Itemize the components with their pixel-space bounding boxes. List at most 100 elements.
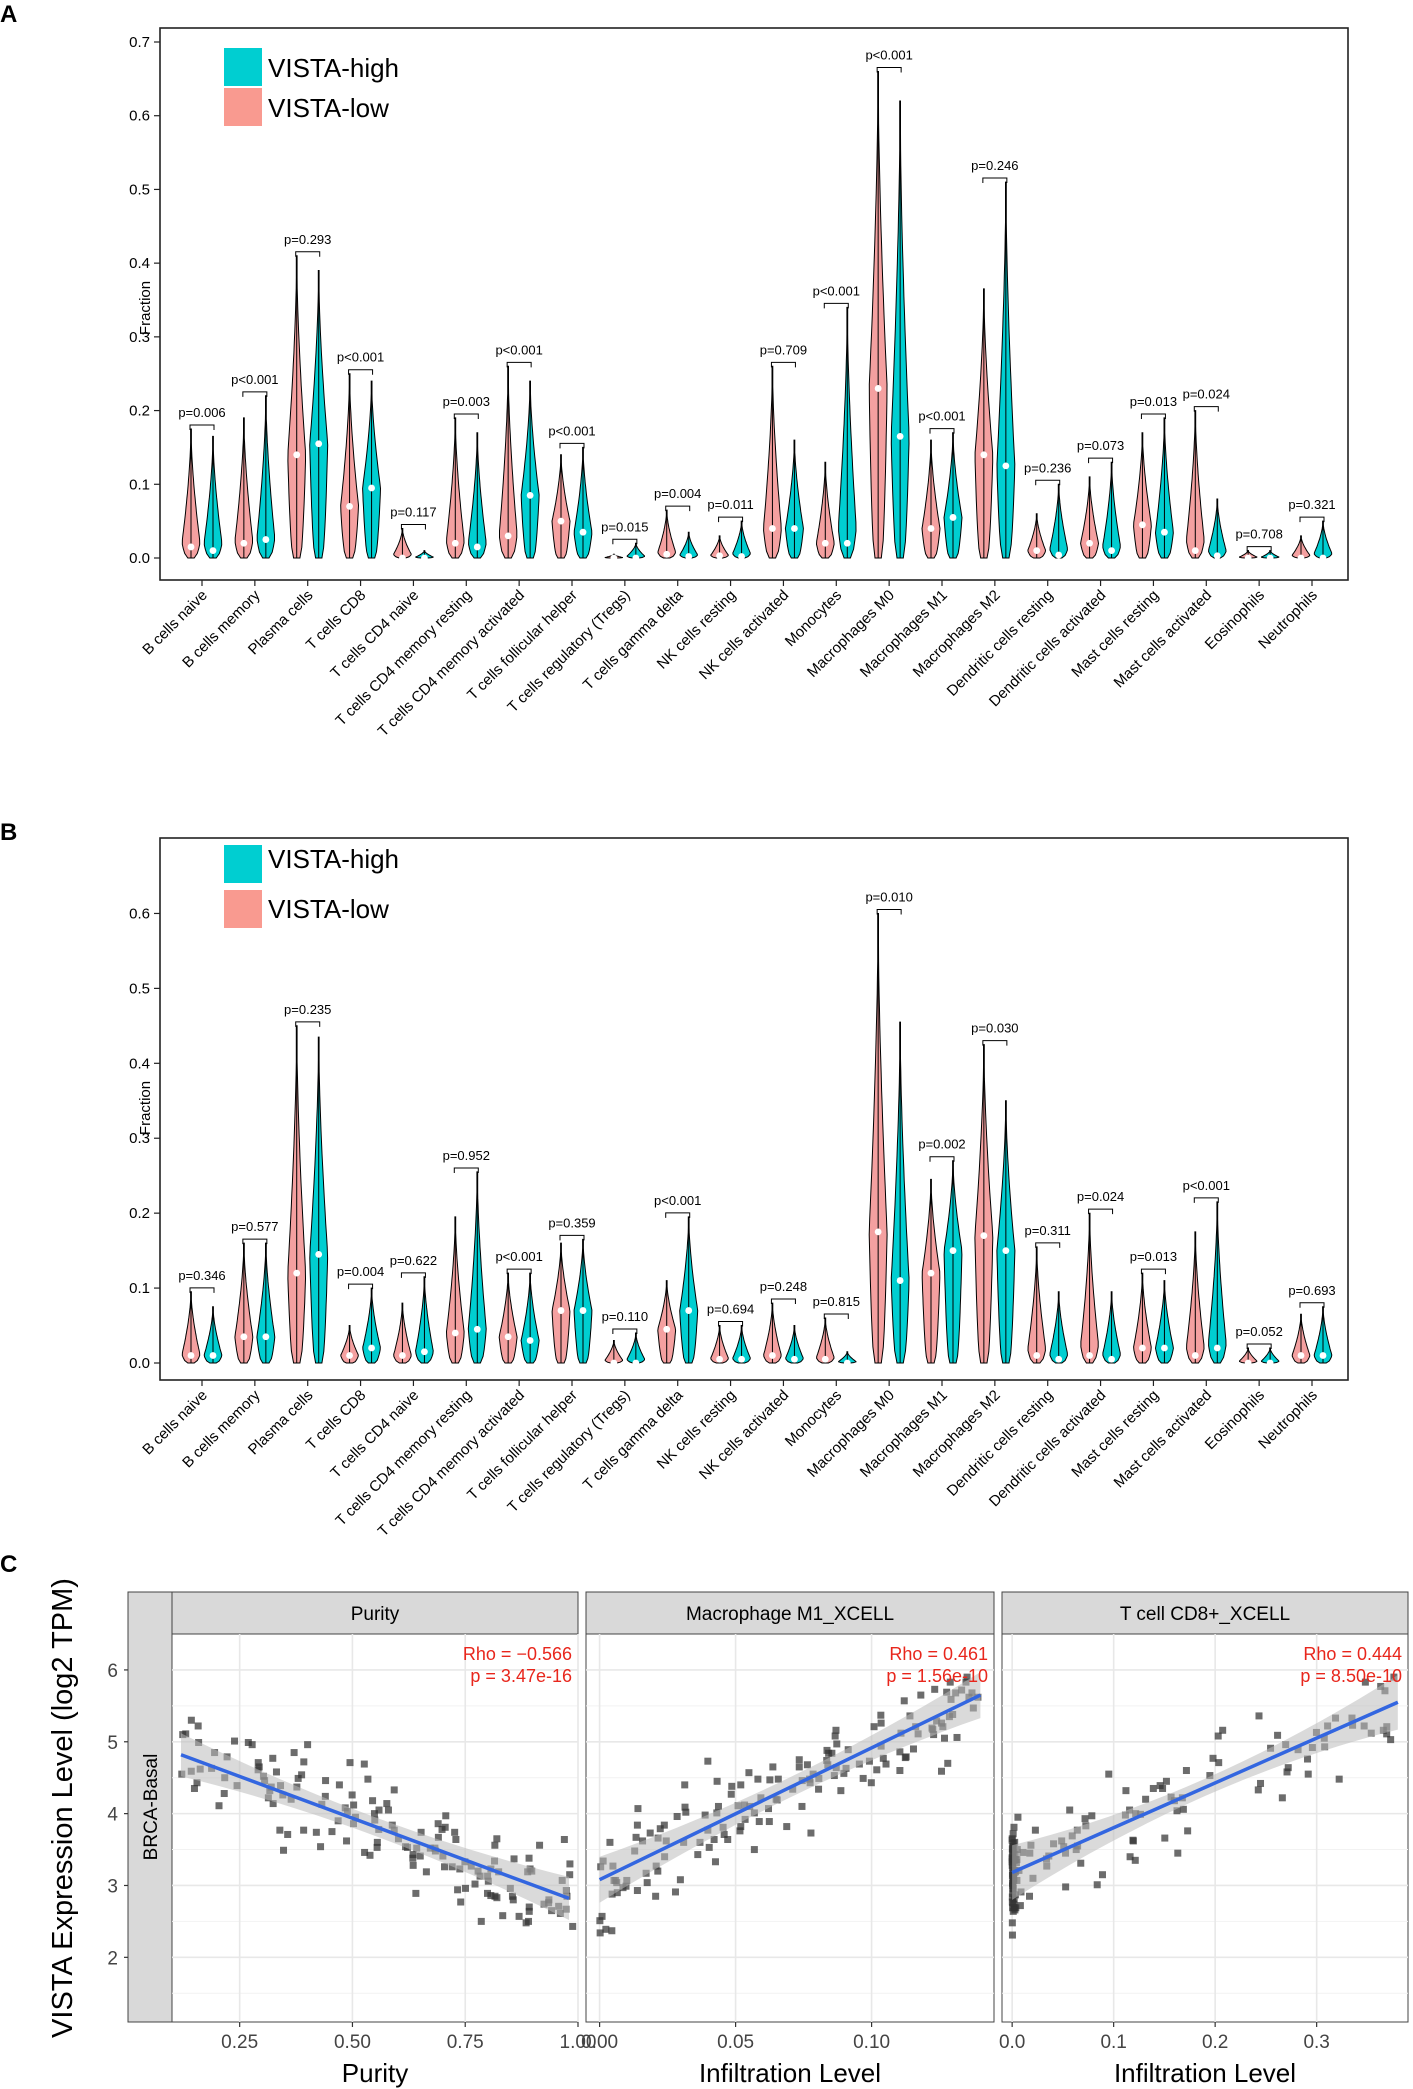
panel-c-facet-2-point bbox=[938, 1767, 946, 1775]
panel-c-facet-2-point bbox=[803, 1761, 811, 1769]
panel-c-facet-2-point bbox=[704, 1757, 712, 1765]
panel-c-facet-2-point bbox=[737, 1781, 745, 1789]
panel-b-median-high-mast-cells-activated bbox=[1213, 1344, 1221, 1352]
panel-b-pvalue-bracket-b-cells-naive bbox=[189, 1287, 215, 1293]
panel-c-facet-3-point bbox=[1081, 1815, 1089, 1823]
panel-b-median-high-t-cells-follicular-helper bbox=[579, 1307, 587, 1314]
panel-c-facet-1-x-axis-title: Purity bbox=[342, 2058, 408, 2088]
panel-a-y-axis-title: Fraction bbox=[137, 281, 154, 335]
panel-c-facet-1-point bbox=[422, 1868, 430, 1876]
panel-c-facet-3-point bbox=[1390, 1673, 1398, 1681]
panel-c-facet-2-point bbox=[671, 1888, 679, 1896]
panel-c-facet-2-point bbox=[596, 1929, 604, 1937]
panel-c-facet-1-point bbox=[515, 1912, 523, 1920]
panel-c-facet-2-point bbox=[900, 1697, 908, 1705]
panel-c-facet-3-point bbox=[1383, 1730, 1391, 1738]
panel-a-median-high-t-cells-regulatory-tregs bbox=[632, 554, 640, 562]
panel-c-facet-2-point bbox=[676, 1876, 684, 1884]
panel-c-facet-3-point bbox=[1066, 1806, 1074, 1814]
panel-a-pvalue-monocytes: p<0.001 bbox=[813, 283, 860, 298]
panel-a-pvalue-mast-cells-activated: p=0.024 bbox=[1183, 387, 1230, 402]
panel-a-pvalue-macrophages-m2: p=0.246 bbox=[971, 158, 1018, 173]
panel-b-y-ticks: 0.0 0.1 0.2 0.3 0.4 0.5 0.6 bbox=[129, 905, 160, 1372]
panel-b-pvalue-b-cells-naive: p=0.346 bbox=[178, 1268, 225, 1283]
panel-c-facet-3-point bbox=[1131, 1856, 1139, 1864]
panel-c-facet-3-point bbox=[1206, 1772, 1214, 1780]
panel-a-pvalue-b-cells-memory: p<0.001 bbox=[231, 372, 278, 387]
panel-a-pvalue-bracket-t-cells-cd4-naive bbox=[400, 524, 426, 530]
panel-b-y-tick-label: 0.5 bbox=[129, 980, 150, 997]
panel-b-pvalue-macrophages-m2: p=0.030 bbox=[971, 1021, 1018, 1036]
panel-c-facet-2-point bbox=[596, 1917, 604, 1925]
panel-c-facet-2-point bbox=[798, 1802, 806, 1810]
panel-b-y-tick-label: 0.6 bbox=[129, 905, 150, 922]
panel-b-x-label-mast-cells-activated: Mast cells activated bbox=[1111, 1387, 1216, 1492]
panel-c-facet-1-point bbox=[373, 1838, 381, 1846]
panel-b-median-low-neutrophils bbox=[1297, 1352, 1305, 1359]
panel-c-facet-2-point bbox=[870, 1723, 878, 1731]
panel-c-facet-3-point bbox=[1009, 1830, 1017, 1838]
panel-c-facet-3-point bbox=[1010, 1823, 1018, 1831]
panel-c-facet-1-point bbox=[536, 1841, 544, 1849]
panel-b-median-low-macrophages-m2 bbox=[980, 1232, 988, 1240]
panel-c-facet-1-point bbox=[294, 1774, 302, 1782]
panel-a-pvalue-bracket-nk-cells-activated bbox=[770, 361, 796, 368]
panel-c-facet-1-rho: Rho = −0.566 bbox=[463, 1644, 572, 1664]
panel-b-pvalue-bracket-nk-cells-activated bbox=[770, 1298, 796, 1305]
panel-b-pvalue-t-cells-follicular-helper: p=0.359 bbox=[548, 1215, 595, 1230]
panel-b-median-high-macrophages-m0 bbox=[896, 1277, 904, 1284]
panel-c-facet-1-point bbox=[269, 1754, 277, 1762]
panel-b-pvalue-t-cells-cd4-naive: p=0.622 bbox=[390, 1253, 437, 1268]
panel-c-facet-2-point bbox=[755, 1818, 763, 1826]
panel-c-facet-2-point bbox=[877, 1719, 885, 1727]
panel-b-pvalue-bracket-mast-cells-activated bbox=[1193, 1197, 1219, 1203]
panel-c-facet-1-point bbox=[560, 1835, 568, 1843]
panel-b-y-tick-label: 0.4 bbox=[129, 1055, 150, 1072]
panel-b-median-high-nk-cells-resting bbox=[738, 1355, 745, 1363]
panel-b-pvalue-bracket-t-cells-gamma-delta bbox=[665, 1212, 691, 1218]
panel-c-facet-3-x-tick-label: 0.3 bbox=[1303, 2032, 1329, 2053]
panel-b-median-low-b-cells-naive bbox=[187, 1352, 195, 1359]
panel-c-facet-3-point bbox=[1077, 1859, 1085, 1867]
panel-a-plot-frame bbox=[159, 27, 1349, 581]
panel-a-y-tick-label: 0.7 bbox=[129, 34, 150, 51]
panel-c-facet-1-point bbox=[409, 1861, 417, 1869]
panel-a-median-high-nk-cells-resting bbox=[738, 553, 745, 560]
panel-c-facet-2-point bbox=[713, 1777, 721, 1785]
panel-c-facet-1-point bbox=[280, 1846, 288, 1854]
panel-c-facet-2-point bbox=[896, 1767, 904, 1775]
panel-b-pvalue-bracket-dendritic-cells-activated bbox=[1088, 1208, 1114, 1215]
panel-c-y-axis-title: VISTA Expression Level (log2 TPM) bbox=[47, 1578, 79, 2038]
panel-b-median-high-dendritic-cells-resting bbox=[1055, 1355, 1063, 1363]
panel-c-facet-3-point bbox=[1149, 1784, 1157, 1792]
panel-a-median-low-dendritic-cells-resting bbox=[1033, 547, 1041, 555]
panel-c-facet-3-strip-title: T cell CD8+_XCELL bbox=[1120, 1604, 1290, 1625]
panel-c-facet-1-point bbox=[290, 1749, 298, 1757]
panel-c-facet-2-point bbox=[902, 1753, 910, 1761]
panel-c-facet-2-point bbox=[877, 1711, 885, 1719]
panel-c-facet-2-point bbox=[728, 1782, 736, 1790]
panel-a-pvalue-macrophages-m1: p<0.001 bbox=[918, 409, 965, 424]
panel-b-median-low-t-cells-cd4-naive bbox=[399, 1352, 406, 1359]
panel-c-facet-3-point bbox=[1011, 1906, 1019, 1914]
panel-a-violin-chart: A Fraction VISTA-high VISTA-low 0.00.10.… bbox=[0, 1, 1349, 740]
panel-c-facet-3-point bbox=[1031, 1826, 1039, 1834]
panel-c-facet-2-point bbox=[795, 1756, 803, 1764]
panel-a-pvalue-dendritic-cells-activated: p=0.073 bbox=[1077, 438, 1124, 453]
panel-c-facet-1-point bbox=[569, 1922, 577, 1930]
panel-b-median-high-dendritic-cells-activated bbox=[1108, 1355, 1115, 1363]
panel-c-facet-3-point bbox=[1255, 1712, 1263, 1720]
panel-c-facet-2-point bbox=[652, 1892, 660, 1900]
panel-c-facet-1-point bbox=[461, 1884, 469, 1892]
panel-b-pvalue-bracket-nk-cells-resting bbox=[718, 1321, 744, 1327]
panel-c-facet-1-point bbox=[442, 1812, 450, 1820]
panel-c-facet-1-point bbox=[182, 1730, 190, 1738]
panel-b-median-low-plasma-cells bbox=[293, 1269, 301, 1277]
panel-b-pvalue-plasma-cells: p=0.235 bbox=[284, 1002, 331, 1017]
panel-c-facet-3-point bbox=[1062, 1883, 1070, 1891]
panel-c-facet-1-point bbox=[409, 1854, 417, 1862]
